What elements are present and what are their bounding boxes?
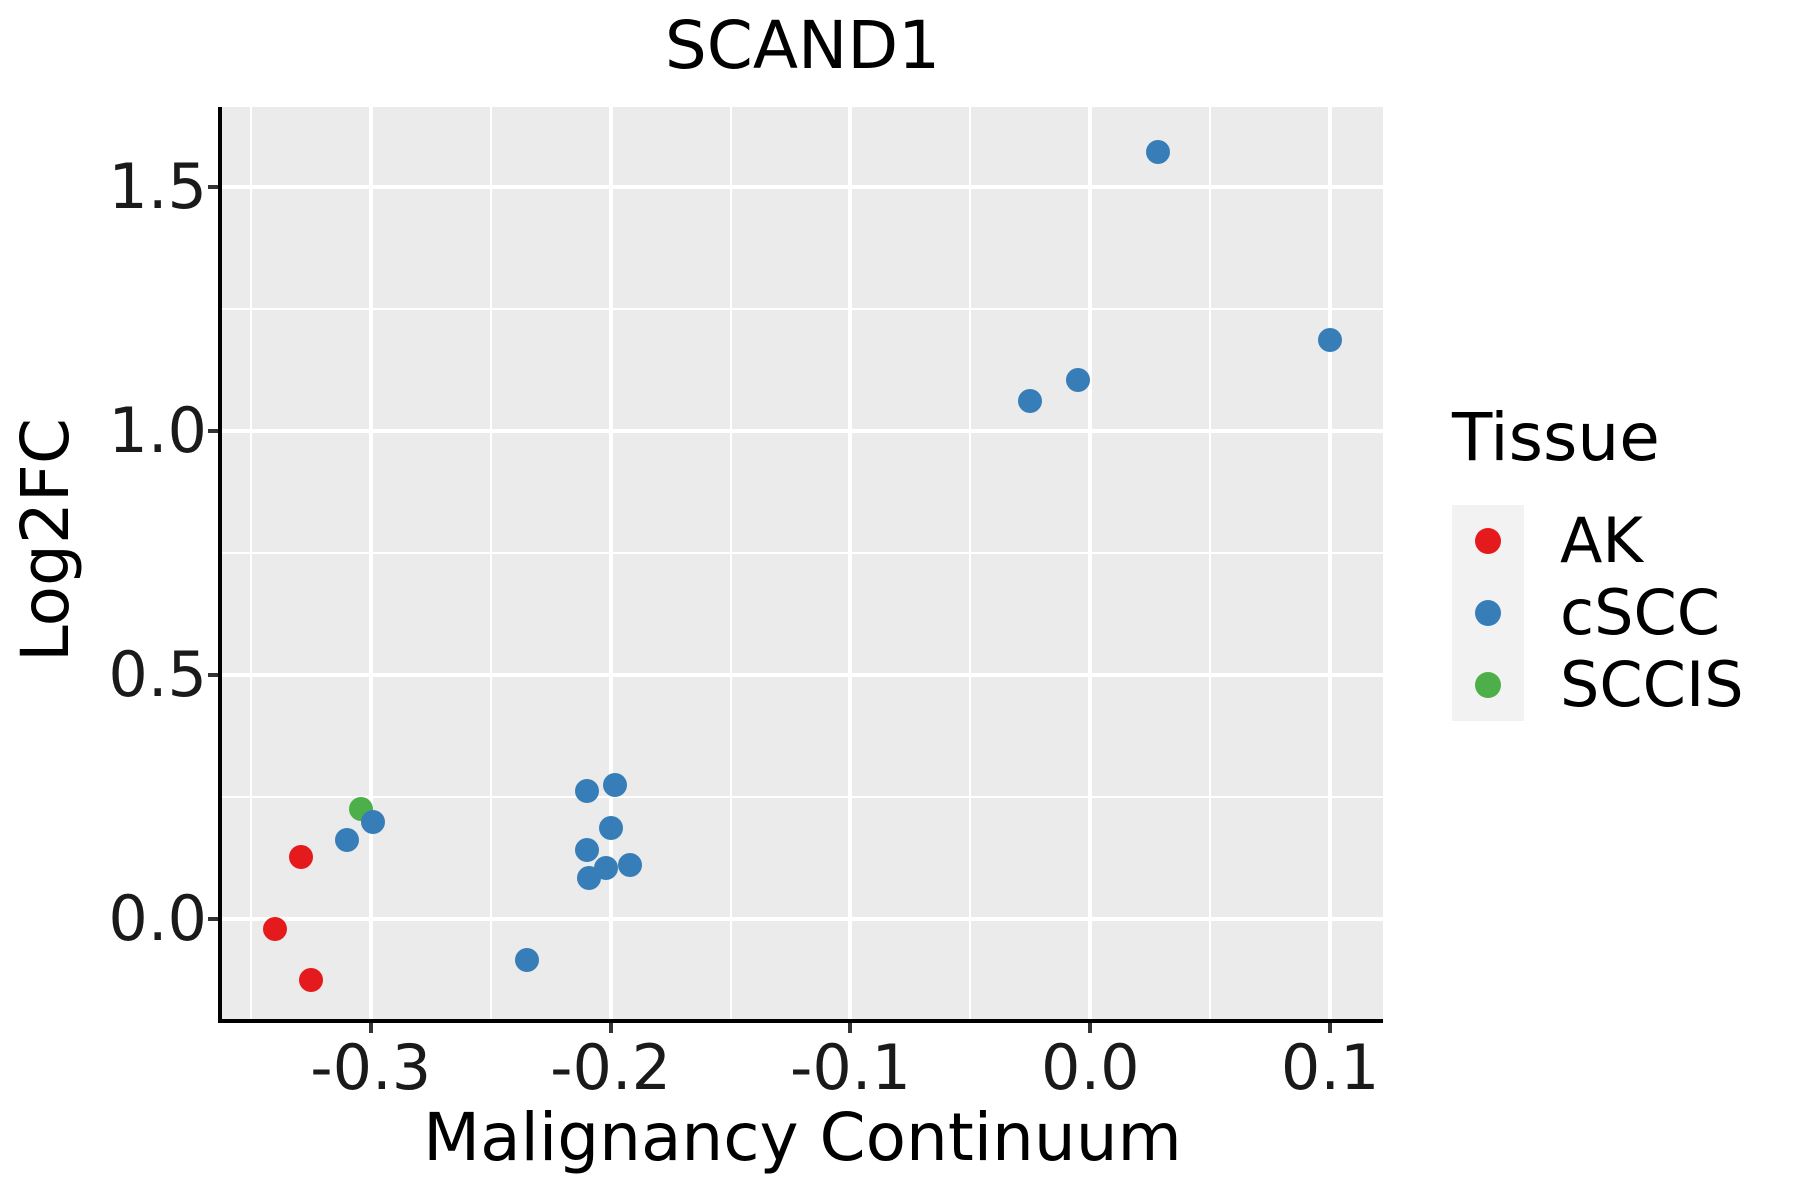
y-tick-mark	[208, 673, 218, 678]
gridline-minor-horizontal	[222, 552, 1383, 555]
data-point-ak	[289, 845, 314, 870]
y-axis-line	[218, 107, 222, 1023]
gridline-major-vertical	[608, 107, 613, 1019]
x-tick-label: -0.1	[789, 1031, 911, 1104]
data-point-cscc	[1066, 368, 1091, 393]
legend-title: Tissue	[1452, 399, 1660, 476]
x-tick-mark	[1328, 1023, 1333, 1033]
gridline-major-vertical	[368, 107, 373, 1019]
gridline-minor-horizontal	[222, 308, 1383, 311]
x-axis-line	[218, 1019, 1383, 1023]
plot-title: SCAND1	[664, 7, 941, 84]
gridline-major-horizontal	[222, 185, 1383, 190]
x-tick-label: -0.3	[310, 1031, 432, 1104]
y-tick-mark	[208, 917, 218, 922]
y-tick-label: 1.0	[108, 394, 207, 468]
gridline-minor-vertical	[249, 107, 252, 1019]
x-tick-mark	[608, 1023, 613, 1033]
data-point-ak	[298, 968, 323, 993]
data-point-cscc	[334, 827, 359, 852]
x-tick-mark	[368, 1023, 373, 1033]
gridline-minor-vertical	[489, 107, 492, 1019]
data-point-cscc	[574, 779, 599, 803]
x-axis-title: Malignancy Continuum	[423, 1099, 1182, 1176]
data-point-cscc	[574, 837, 599, 862]
y-tick-mark	[208, 185, 218, 190]
plot-panel	[222, 107, 1383, 1019]
gridline-minor-vertical	[729, 107, 732, 1019]
legend-item-label: cSCC	[1560, 576, 1721, 649]
y-tick-label: 1.5	[108, 150, 207, 224]
x-tick-mark	[1088, 1023, 1093, 1033]
y-tick-mark	[208, 429, 218, 434]
gridline-major-horizontal	[222, 429, 1383, 434]
data-point-cscc	[361, 809, 386, 834]
gridline-major-vertical	[1328, 107, 1333, 1019]
legend-key-sccis	[1452, 649, 1524, 721]
data-point-cscc	[1018, 389, 1043, 414]
data-point-cscc	[514, 948, 539, 973]
data-point-cscc	[603, 772, 628, 797]
gridline-minor-horizontal	[222, 796, 1383, 799]
legend-key-cscc	[1452, 577, 1524, 649]
legend-dot-cscc	[1475, 600, 1501, 626]
data-point-cscc	[577, 866, 601, 891]
legend-dot-ak	[1475, 528, 1501, 554]
x-tick-label: -0.2	[550, 1031, 672, 1104]
x-tick-label: 0.0	[1041, 1031, 1140, 1104]
data-point-cscc	[617, 852, 642, 877]
data-point-cscc	[598, 815, 623, 840]
legend-item-label: SCCIS	[1560, 648, 1744, 721]
gridline-major-vertical	[1088, 107, 1093, 1019]
x-tick-label: 0.1	[1280, 1031, 1380, 1104]
gridline-major-vertical	[848, 107, 853, 1019]
y-tick-label: 0.0	[108, 882, 207, 956]
gridline-minor-vertical	[1209, 107, 1212, 1019]
gridline-major-horizontal	[222, 673, 1383, 678]
y-tick-label: 0.5	[108, 638, 207, 712]
gridline-minor-vertical	[969, 107, 972, 1019]
gridline-major-horizontal	[222, 917, 1383, 922]
data-point-ak	[262, 917, 287, 942]
legend-dot-sccis	[1475, 672, 1501, 698]
x-tick-mark	[848, 1023, 853, 1033]
legend-item-label: AK	[1560, 504, 1644, 577]
data-point-cscc	[1145, 140, 1170, 165]
legend-key-ak	[1452, 505, 1524, 577]
data-point-cscc	[1318, 328, 1343, 353]
